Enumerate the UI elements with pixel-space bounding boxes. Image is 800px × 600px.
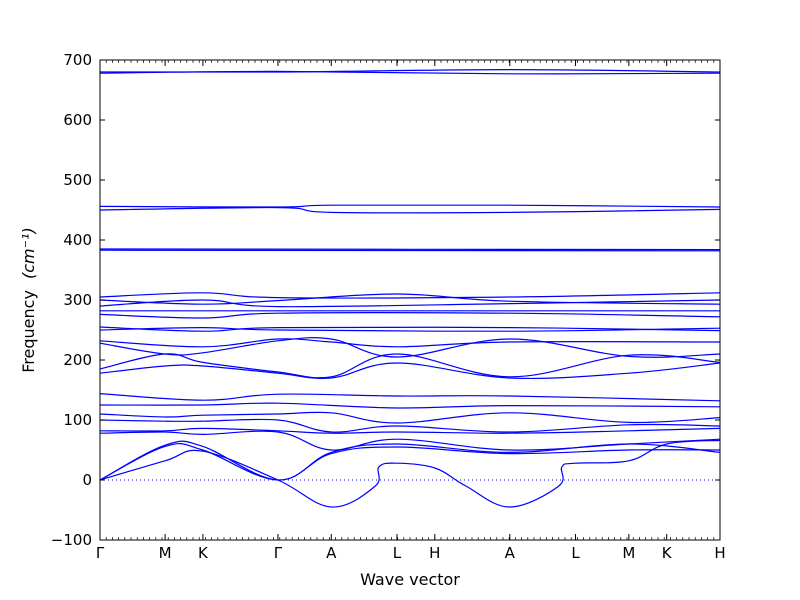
y-ticks-group: −100 0 100 200 300 400 500 600 700 [51, 51, 720, 549]
y-axis-label-unit: (cm⁻¹) [19, 227, 38, 279]
band-line-6 [99, 292, 721, 299]
band-line-15 [99, 353, 721, 379]
y-tick-label: 300 [63, 291, 92, 309]
y-tick-label: 200 [63, 351, 92, 369]
y-axis-label-text: Frequency [19, 290, 38, 373]
x-tick-label: K [662, 544, 673, 562]
y-tick-label: 400 [63, 231, 92, 249]
band-line-3 [99, 206, 721, 214]
x-tick-label: L [571, 544, 580, 562]
band-line-1 [99, 70, 721, 75]
band-line-16 [99, 362, 721, 380]
band-line-23 [99, 440, 721, 481]
x-axis-label: Wave vector [360, 570, 460, 589]
band-line-5 [99, 249, 721, 252]
x-tick-label: Γ [274, 544, 283, 562]
band-line-24 [99, 442, 721, 481]
x-tick-label: Γ [96, 544, 105, 562]
y-tick-label: 700 [63, 51, 92, 69]
y-tick-label: 100 [63, 411, 92, 429]
y-tick-label: −100 [51, 531, 92, 549]
band-line-8 [99, 299, 721, 308]
y-tick-label: 500 [63, 171, 92, 189]
x-tick-label: H [429, 544, 440, 562]
x-tick-label: M [622, 544, 635, 562]
band-line-12 [99, 326, 721, 332]
x-tick-label: K [198, 544, 209, 562]
bands-group [99, 68, 721, 508]
band-line-25 [99, 439, 721, 508]
y-tick-label: 600 [63, 111, 92, 129]
band-line-17 [99, 393, 721, 402]
band-line-14 [99, 337, 721, 358]
x-tick-label: A [326, 544, 337, 562]
band-line-2 [99, 204, 721, 208]
y-tick-label: 0 [82, 471, 92, 489]
x-tick-label: M [159, 544, 172, 562]
x-tick-label: L [393, 544, 402, 562]
x-tick-label: A [505, 544, 516, 562]
band-line-4 [99, 248, 721, 251]
band-line-13 [99, 338, 721, 348]
band-line-18 [99, 402, 721, 409]
y-axis-label: Frequency (cm⁻¹) [19, 227, 38, 372]
band-line-20 [99, 418, 721, 433]
band-line-7 [99, 293, 721, 305]
band-line-19 [99, 411, 721, 424]
band-line-10 [99, 312, 721, 319]
band-line-11 [99, 326, 721, 332]
band-line-21 [99, 427, 721, 434]
x-tick-label: H [714, 544, 725, 562]
